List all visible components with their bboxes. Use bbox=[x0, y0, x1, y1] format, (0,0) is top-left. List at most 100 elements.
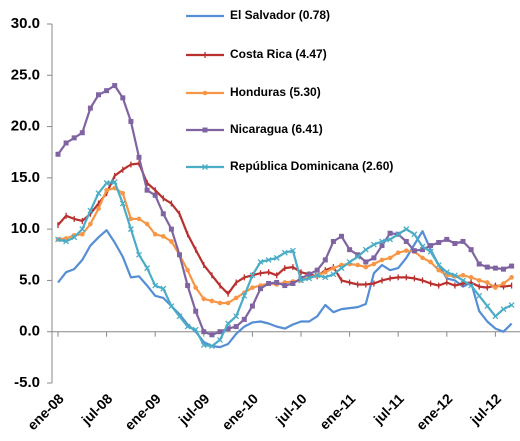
series bbox=[57, 160, 513, 297]
marker bbox=[371, 261, 377, 267]
marker bbox=[202, 164, 208, 170]
marker bbox=[176, 313, 183, 320]
marker bbox=[144, 221, 150, 227]
legend-label: El Salvador (0.78) bbox=[230, 8, 330, 22]
marker bbox=[435, 262, 442, 269]
marker bbox=[493, 285, 498, 290]
y-tick-label: 25.0 bbox=[11, 66, 40, 83]
marker bbox=[306, 275, 313, 282]
marker bbox=[460, 277, 466, 284]
marker bbox=[314, 267, 320, 273]
marker bbox=[225, 326, 231, 332]
marker bbox=[265, 256, 272, 263]
marker bbox=[160, 285, 167, 292]
marker bbox=[258, 286, 263, 292]
marker bbox=[55, 236, 61, 243]
marker bbox=[468, 247, 474, 253]
marker bbox=[323, 269, 328, 275]
marker bbox=[79, 226, 86, 233]
marker bbox=[152, 282, 159, 289]
x-tick-label: jul-11 bbox=[370, 390, 407, 427]
marker bbox=[387, 230, 393, 236]
marker bbox=[96, 92, 101, 98]
marker bbox=[250, 285, 255, 290]
marker bbox=[451, 272, 458, 279]
marker bbox=[233, 313, 240, 320]
marker bbox=[347, 247, 353, 253]
marker bbox=[249, 272, 256, 279]
marker bbox=[338, 265, 345, 272]
line bbox=[57, 229, 513, 349]
marker bbox=[379, 257, 385, 263]
marker bbox=[395, 231, 402, 238]
marker bbox=[193, 285, 198, 290]
marker bbox=[95, 190, 102, 197]
marker bbox=[346, 259, 353, 265]
marker bbox=[331, 265, 336, 271]
marker bbox=[233, 324, 239, 330]
marker bbox=[355, 262, 361, 268]
x-tick-label: ene-10 bbox=[218, 390, 261, 433]
marker bbox=[420, 255, 425, 261]
marker bbox=[184, 323, 191, 330]
marker bbox=[492, 265, 498, 271]
marker bbox=[290, 281, 296, 287]
marker bbox=[508, 302, 515, 309]
marker bbox=[144, 265, 151, 272]
marker bbox=[484, 303, 491, 310]
marker bbox=[63, 238, 70, 245]
marker bbox=[241, 292, 248, 299]
marker bbox=[257, 259, 264, 265]
x-tick-label: ene-09 bbox=[121, 390, 164, 433]
marker bbox=[354, 253, 361, 260]
marker bbox=[202, 127, 208, 133]
marker bbox=[428, 259, 433, 265]
marker bbox=[395, 250, 401, 256]
legend-label: Nicaragua (6.41) bbox=[230, 122, 323, 136]
marker bbox=[509, 275, 514, 280]
marker bbox=[492, 313, 499, 320]
marker bbox=[169, 239, 174, 244]
marker bbox=[209, 332, 215, 338]
marker bbox=[314, 272, 321, 279]
marker bbox=[362, 246, 369, 253]
marker bbox=[266, 281, 272, 287]
marker bbox=[387, 255, 393, 261]
marker bbox=[436, 267, 442, 273]
marker bbox=[476, 261, 482, 267]
marker bbox=[452, 241, 458, 247]
marker bbox=[371, 255, 377, 261]
marker bbox=[79, 130, 85, 136]
marker bbox=[119, 200, 126, 207]
x-tick-label: jul-12 bbox=[466, 390, 504, 428]
marker bbox=[80, 231, 85, 237]
marker bbox=[168, 226, 174, 232]
marker bbox=[161, 234, 166, 239]
marker bbox=[136, 154, 142, 160]
marker bbox=[444, 236, 450, 242]
marker bbox=[419, 243, 426, 250]
marker bbox=[104, 187, 109, 193]
marker bbox=[120, 95, 126, 101]
x-tick-label: ene-11 bbox=[316, 390, 358, 432]
y-tick-label: 20.0 bbox=[11, 118, 40, 135]
marker bbox=[127, 226, 134, 233]
marker bbox=[476, 292, 483, 299]
marker bbox=[363, 264, 369, 270]
series bbox=[57, 229, 513, 349]
marker bbox=[330, 271, 337, 278]
marker bbox=[330, 238, 336, 244]
marker bbox=[144, 187, 150, 193]
marker bbox=[225, 300, 231, 306]
marker bbox=[233, 295, 239, 301]
marker bbox=[136, 251, 142, 258]
legend-label: Costa Rica (4.47) bbox=[230, 47, 327, 61]
marker bbox=[249, 303, 255, 309]
marker bbox=[485, 280, 490, 285]
marker bbox=[112, 83, 118, 89]
marker bbox=[281, 249, 288, 256]
marker bbox=[88, 221, 93, 227]
marker bbox=[217, 329, 223, 335]
marker bbox=[201, 296, 207, 302]
marker bbox=[128, 118, 134, 124]
